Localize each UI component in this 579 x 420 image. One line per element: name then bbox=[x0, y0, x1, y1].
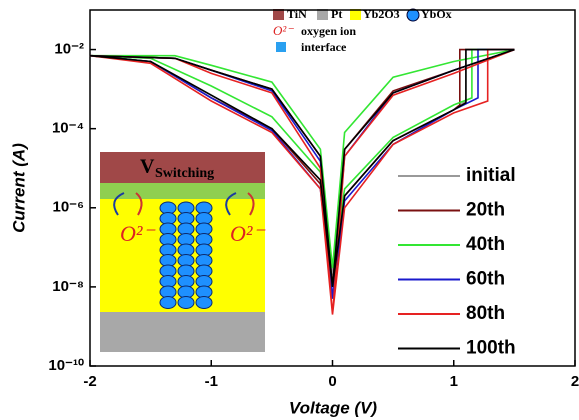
legend-label: 40th bbox=[466, 234, 505, 255]
interface-label: interface bbox=[301, 40, 347, 54]
filament bbox=[160, 202, 212, 309]
inset-sub: Switching bbox=[155, 166, 214, 181]
legend-label: 60th bbox=[466, 269, 505, 290]
legend-label: Yb2O3 bbox=[363, 7, 400, 21]
y-tick-label: 10⁻⁶ bbox=[52, 199, 84, 216]
legend-label: YbOx bbox=[421, 7, 452, 21]
oxygen-symbol: O²⁻ bbox=[273, 23, 294, 38]
y-tick-label: 10⁻¹⁰ bbox=[48, 357, 84, 374]
legend-label: TiN bbox=[287, 7, 307, 21]
inset-o2: O²⁻ bbox=[120, 221, 156, 246]
y-tick-label: 10⁻⁸ bbox=[52, 278, 84, 295]
oxygen-label: oxygen ion bbox=[301, 24, 356, 38]
x-axis-label: Voltage (V) bbox=[289, 398, 377, 417]
x-tick-label: 2 bbox=[571, 373, 579, 390]
x-tick-label: -1 bbox=[205, 373, 218, 390]
legend-swatch bbox=[407, 9, 419, 21]
legend-label: 20th bbox=[466, 200, 505, 221]
y-tick-label: 10⁻² bbox=[54, 41, 84, 58]
vacancy bbox=[178, 297, 194, 309]
legend-label: initial bbox=[466, 165, 516, 186]
legend-swatch bbox=[276, 42, 286, 52]
interface-layer bbox=[100, 183, 265, 199]
y-tick-label: 10⁻⁴ bbox=[52, 120, 84, 137]
inset-o2: O²⁻ bbox=[230, 221, 266, 246]
inset-diagram: V Switching O²⁻ O²⁻ bbox=[100, 152, 266, 352]
y-axis-label: Current (A) bbox=[9, 143, 28, 233]
x-tick-label: -2 bbox=[83, 373, 96, 390]
x-tick-label: 1 bbox=[450, 373, 458, 390]
vacancy bbox=[196, 297, 212, 309]
legend-label: Pt bbox=[331, 7, 342, 21]
pt-layer bbox=[100, 312, 265, 352]
legend-label: 100th bbox=[466, 338, 516, 359]
legend-label: 80th bbox=[466, 303, 505, 324]
x-tick-label: 0 bbox=[328, 373, 336, 390]
inset-v: V bbox=[140, 156, 155, 178]
vacancy bbox=[160, 297, 176, 309]
material-legend: TiN Pt Yb2O3 YbOx O²⁻ oxygen ion interfa… bbox=[273, 7, 452, 54]
chart: V Switching O²⁻ O²⁻ TiN Pt Yb2O3 YbOx O²… bbox=[0, 0, 579, 420]
